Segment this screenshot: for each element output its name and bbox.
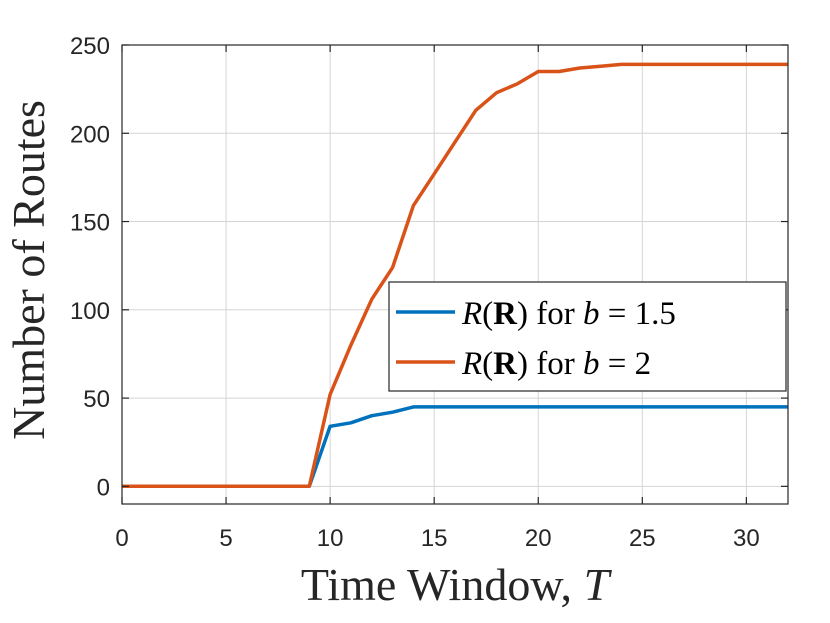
x-tick-label: 10: [317, 525, 344, 552]
y-tick-label: 100: [70, 298, 110, 325]
x-tick-label: 20: [525, 525, 552, 552]
x-tick-label: 0: [115, 525, 128, 552]
x-tick-label: 25: [629, 525, 656, 552]
ticks: 0 5 10 15 20 25 30 0 50 100 150 200 250: [70, 33, 788, 552]
x-tick-label: 30: [733, 525, 760, 552]
y-tick-label: 200: [70, 121, 110, 148]
x-tick-label: 15: [421, 525, 448, 552]
y-tick-label: 0: [97, 474, 110, 501]
x-tick-label: 5: [219, 525, 232, 552]
legend-box: [388, 281, 787, 392]
series-line-1: [122, 62, 788, 489]
y-tick-label: 150: [70, 210, 110, 237]
y-tick-label: 250: [70, 33, 110, 60]
series-layer: [122, 62, 788, 489]
legend: R(R) for b = 1.5 R(R) for b = 2: [388, 281, 787, 392]
x-axis-title: Time Window, T: [301, 559, 613, 610]
axes-box: [121, 44, 789, 505]
legend-label-b-2: R(R) for b = 2: [461, 346, 651, 382]
y-tick-label: 50: [83, 386, 110, 413]
y-axis-title: Number of Routes: [3, 100, 54, 440]
legend-label-b-1-5: R(R) for b = 1.5: [461, 296, 676, 332]
